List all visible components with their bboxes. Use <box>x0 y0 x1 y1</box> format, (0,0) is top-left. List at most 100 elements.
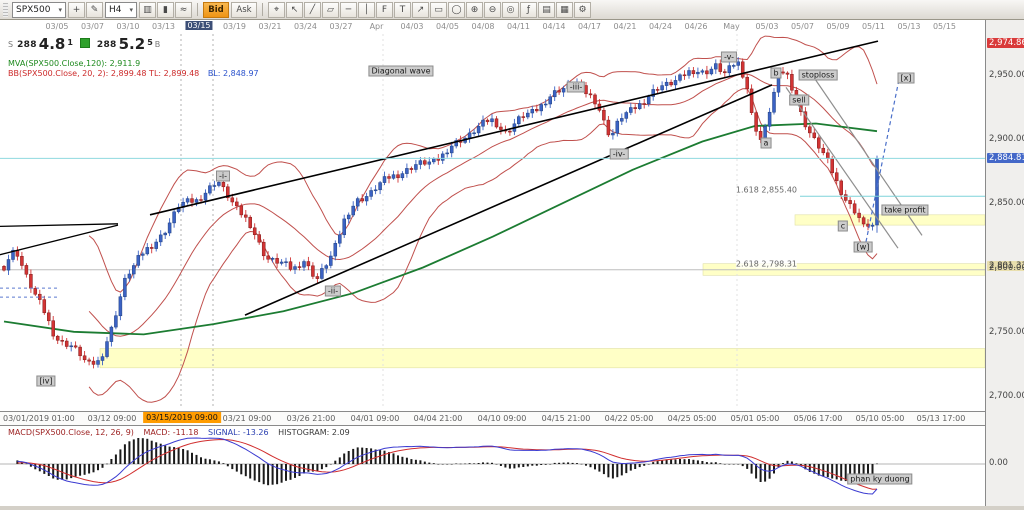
date-axis-label: 04/26 <box>684 22 708 31</box>
bb-lower-value: BL: 2,848.97 <box>207 69 259 78</box>
horizontal-line-icon[interactable]: ─ <box>340 1 358 18</box>
grid-icon[interactable]: ▦ <box>556 1 574 18</box>
date-axis-label: 04/21 <box>613 22 637 31</box>
ask-price-prefix: 288 <box>96 40 117 50</box>
annotation-chip[interactable]: take profit <box>881 204 929 216</box>
date-axis-label: 03/21 <box>258 22 282 31</box>
wave-label[interactable]: -v- <box>720 51 738 63</box>
date-axis-label: 05/07 <box>790 22 815 31</box>
edit-icon[interactable]: ✎ <box>86 1 103 18</box>
time-axis-label: 05/10 05:00 <box>855 414 905 423</box>
toolbar-separator <box>197 3 199 16</box>
channel-icon[interactable]: ▱ <box>322 1 340 18</box>
toolbar-separator <box>262 3 264 16</box>
toolbar-grip[interactable] <box>3 2 8 17</box>
bb-indicator-label: BB(SPX500.Close, 20, 2): 2,899.48 TL: 2,… <box>8 69 259 78</box>
wave-label[interactable]: c <box>837 220 849 232</box>
bb-middle-line <box>88 73 878 337</box>
chevron-down-icon: ▾ <box>58 5 62 14</box>
top-date-axis[interactable]: 03/05 03/07 03/10 03/13 03/15 03/19 03/21 03/24… <box>0 20 985 34</box>
crosshair-icon[interactable]: ⌖ <box>268 1 286 18</box>
wave-label[interactable]: [x] <box>897 72 915 84</box>
wave-label[interactable]: -iv- <box>609 148 629 160</box>
mva-indicator-label: MVA(SPX500.Close,120): 2,911.9 <box>8 59 141 68</box>
fib-level-label[interactable]: 2.618 2,798.31 <box>735 259 797 269</box>
symbol-combo[interactable]: SPX500 ▾ <box>12 1 66 18</box>
line-chart-icon[interactable]: ≈ <box>175 1 193 18</box>
arrow-icon[interactable]: ↗ <box>412 1 430 18</box>
templates-icon[interactable]: ▤ <box>538 1 556 18</box>
trendline <box>785 87 899 249</box>
price-axis[interactable]: 2,974.86 2,950.00 2,900.00 2,884.81 2,850.00… <box>985 20 1024 506</box>
price-axis-label: 2,850.00 <box>989 198 1024 209</box>
macd-panel: MACD(SPX500.Close, 12, 26, 9) MACD: -11.… <box>0 425 985 507</box>
bid-button[interactable]: Bid <box>203 1 230 18</box>
chart-area[interactable]: S 288 4.8 1 288 5.2 5 B MVA(SPX500.Close… <box>0 34 985 411</box>
zoom-in-icon[interactable]: ⊕ <box>466 1 484 18</box>
trendline-icon[interactable]: ╱ <box>304 1 322 18</box>
chevron-down-icon: ▾ <box>129 5 134 14</box>
price-badge: 2,801.31 <box>987 260 1024 271</box>
price-axis-label: 2,950.00 <box>989 69 1024 80</box>
trendline <box>0 223 119 228</box>
candle-chart-icon[interactable]: ▮ <box>157 1 175 18</box>
macd-histogram <box>16 438 878 486</box>
wave-label[interactable]: a <box>760 137 772 149</box>
cursor-icon[interactable]: ↖ <box>286 1 304 18</box>
annotation-chip[interactable]: Diagonal wave <box>368 65 434 77</box>
macd-canvas[interactable] <box>0 426 985 507</box>
rectangle-icon[interactable]: ▭ <box>430 1 448 18</box>
wave-label[interactable]: [w] <box>853 241 873 253</box>
date-axis-label: 03/13 <box>151 22 176 31</box>
bar-chart-icon[interactable]: ▥ <box>139 1 157 18</box>
time-axis-label: 04/01 09:00 <box>350 414 400 423</box>
candles-layer <box>2 57 879 369</box>
vertical-line-icon[interactable]: │ <box>358 1 376 18</box>
wave-label[interactable]: b <box>770 67 782 79</box>
wave-label[interactable]: -iii- <box>566 81 586 93</box>
wave-label[interactable]: -i- <box>216 170 230 182</box>
date-axis-label: 03/05 <box>45 22 69 31</box>
bottom-strip <box>0 506 1024 510</box>
date-axis-label: 04/03 <box>400 22 424 31</box>
date-axis-label: 04/05 <box>435 22 460 31</box>
annotation-chip[interactable]: sell <box>789 94 809 106</box>
date-axis-label: 03/15 <box>185 21 213 30</box>
highlight-bands <box>99 214 985 369</box>
time-axis-label: 05/06 17:00 <box>793 414 843 423</box>
bb-values: BB(SPX500.Close, 20, 2): 2,899.48 TL: 2,… <box>8 69 200 78</box>
date-axis-label: 04/24 <box>648 22 673 31</box>
annotation-chip[interactable]: stoploss <box>798 69 838 81</box>
text-icon[interactable]: T <box>394 1 412 18</box>
sell-side-label: S <box>8 40 14 49</box>
ellipse-icon[interactable]: ◯ <box>448 1 466 18</box>
date-axis-label: May <box>723 22 740 31</box>
spread-indicator-icon <box>79 38 90 48</box>
macd-value-label: MACD: -11.18 <box>143 428 199 437</box>
date-axis-label: 05/03 <box>755 22 779 31</box>
wave-label[interactable]: -ii- <box>324 285 342 297</box>
trendline <box>149 40 879 216</box>
zoom-out-icon[interactable]: ⊖ <box>484 1 502 18</box>
time-axis-label: 05/01 05:00 <box>730 414 780 423</box>
add-icon[interactable]: + <box>68 1 85 18</box>
fib-level-label[interactable]: 1.618 2,855.40 <box>735 185 797 195</box>
macd-title: MACD(SPX500.Close, 12, 26, 9) <box>8 428 134 437</box>
settings-icon[interactable]: ⚙ <box>574 1 592 18</box>
date-axis-label: 03/27 <box>329 22 353 31</box>
snapshot-icon[interactable]: ◎ <box>502 1 520 18</box>
timeframe-combo[interactable]: H4 ▾ <box>105 1 138 18</box>
wave-label[interactable]: [iv] <box>36 375 56 387</box>
bid-price-prefix: 288 <box>17 40 37 50</box>
ask-button[interactable]: Ask <box>231 1 258 18</box>
indicators-icon[interactable]: ƒ <box>520 1 538 18</box>
bottom-time-axis[interactable]: 03/01/2019 01:00 03/12 09:00 03/15/2019 09… <box>0 411 985 426</box>
timeframe-value: H4 <box>109 4 122 15</box>
divergence-chip[interactable]: phan ky duong <box>847 473 913 485</box>
main-toolbar: SPX500 ▾ + ✎ H4 ▾ ▥ ▮ ≈ Bid Ask ⌖ ↖ ╱ ▱ ─ │ F T ↗ ▭ ◯… <box>0 0 1024 20</box>
time-axis-label: 03/01/2019 01:00 <box>3 414 75 423</box>
price-chart-canvas[interactable] <box>0 34 985 411</box>
date-axis-label: 04/17 <box>577 22 602 31</box>
toolbar-group-symbol-tools: + ✎ <box>68 1 103 18</box>
fibonacci-icon[interactable]: F <box>376 1 394 18</box>
